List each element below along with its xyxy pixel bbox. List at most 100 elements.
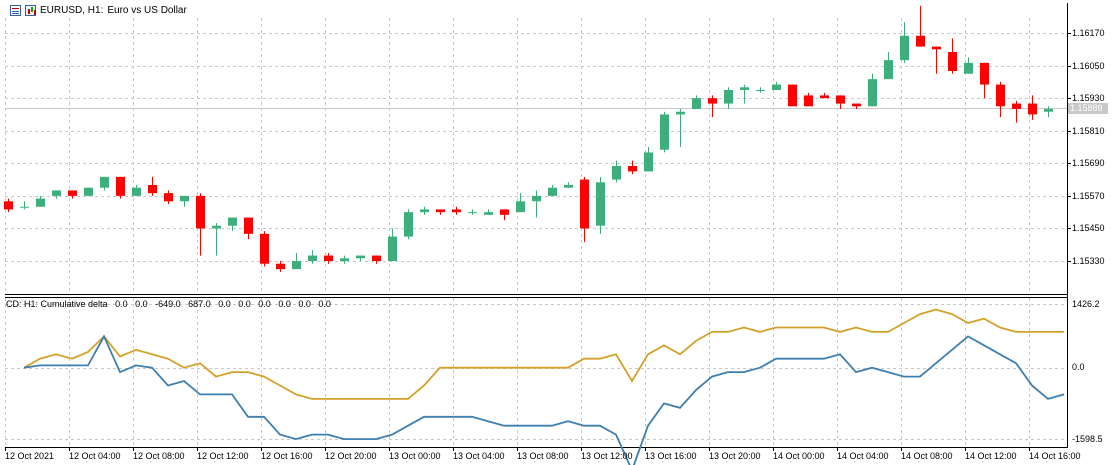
candle bbox=[740, 84, 749, 104]
candle-body bbox=[852, 103, 861, 107]
candle-body bbox=[724, 90, 733, 104]
candle-body bbox=[420, 209, 429, 213]
candle bbox=[292, 252, 301, 270]
candle-body bbox=[196, 195, 205, 229]
candle bbox=[36, 195, 45, 207]
candle bbox=[260, 231, 269, 267]
indicator-label: CD: H1: Cumulative delta bbox=[6, 299, 108, 309]
candle bbox=[548, 185, 557, 196]
candle bbox=[340, 255, 349, 264]
candle-body bbox=[388, 236, 397, 261]
candle-body bbox=[276, 263, 285, 270]
candle-body bbox=[868, 79, 877, 107]
candle-body bbox=[116, 176, 125, 196]
indicator-value: 0.0 bbox=[238, 299, 251, 309]
candle-body bbox=[612, 166, 621, 180]
time-tick-label: 12 Oct 16:00 bbox=[261, 451, 313, 461]
candle bbox=[932, 46, 941, 74]
candle-body bbox=[452, 209, 461, 213]
candle bbox=[948, 38, 957, 74]
candle-body bbox=[708, 98, 717, 104]
indicator-tick-label: 1426.2 bbox=[1072, 299, 1100, 309]
candle-body bbox=[580, 179, 589, 229]
candle bbox=[804, 92, 813, 107]
candle-body bbox=[692, 98, 701, 109]
candle bbox=[596, 176, 605, 234]
candle bbox=[868, 73, 877, 107]
candle bbox=[788, 84, 797, 107]
candle-body bbox=[772, 84, 781, 90]
candle-body bbox=[340, 258, 349, 261]
indicator-value: -649.0 bbox=[155, 299, 181, 309]
candle bbox=[388, 228, 397, 261]
candle-body bbox=[948, 52, 957, 71]
time-tick-label: 13 Oct 12:00 bbox=[581, 451, 633, 461]
indicator-value: 0.0 bbox=[278, 299, 291, 309]
chart-icon[interactable] bbox=[25, 4, 36, 16]
candle-body bbox=[308, 255, 317, 261]
time-tick-label: 12 Oct 2021 bbox=[5, 451, 55, 461]
candle-body bbox=[148, 185, 157, 194]
candle-body bbox=[1012, 103, 1021, 109]
candle bbox=[644, 147, 653, 172]
candle bbox=[564, 182, 573, 188]
candle-body bbox=[564, 185, 573, 188]
candle bbox=[772, 81, 781, 90]
candle-body bbox=[484, 212, 493, 215]
price-tick-label: 1.15450 bbox=[1072, 223, 1105, 233]
candle bbox=[436, 209, 445, 215]
indicator-value: 0.0 bbox=[115, 299, 128, 309]
candle bbox=[500, 209, 509, 221]
candle-body bbox=[1028, 103, 1037, 115]
candle-body bbox=[756, 90, 765, 91]
candle-body bbox=[516, 201, 525, 213]
candle bbox=[468, 209, 477, 215]
time-tick-label: 14 Oct 12:00 bbox=[965, 451, 1017, 461]
candle-body bbox=[980, 62, 989, 85]
candle-body bbox=[500, 209, 509, 215]
indicator-value: 0.0 bbox=[218, 299, 231, 309]
candle bbox=[180, 195, 189, 207]
price-tick-label: 1.15330 bbox=[1072, 256, 1105, 266]
candlestick-series bbox=[4, 5, 1053, 272]
candle-body bbox=[468, 212, 477, 214]
candle-body bbox=[292, 261, 301, 270]
chart-description: Euro vs US Dollar bbox=[107, 4, 187, 16]
candle bbox=[1012, 100, 1021, 123]
axis-ticks bbox=[5, 33, 1071, 451]
candle-body bbox=[596, 182, 605, 226]
time-tick-label: 14 Oct 08:00 bbox=[901, 451, 953, 461]
candle-body bbox=[436, 209, 445, 213]
candle-body bbox=[100, 176, 109, 188]
price-tick-label: 1.15690 bbox=[1072, 158, 1105, 168]
candle bbox=[420, 206, 429, 215]
candle bbox=[116, 176, 125, 199]
time-tick-label: 13 Oct 00:00 bbox=[389, 451, 441, 461]
candle bbox=[1044, 106, 1053, 118]
indicator-value: 0.0 bbox=[298, 299, 311, 309]
candle bbox=[676, 109, 685, 147]
candle-body bbox=[164, 193, 173, 202]
candle-body bbox=[548, 187, 557, 196]
cumulative-delta-lines bbox=[23, 308, 1065, 465]
candle bbox=[228, 217, 237, 232]
candle bbox=[836, 95, 845, 109]
candle bbox=[372, 255, 381, 264]
candle-body bbox=[404, 212, 413, 237]
price-tick-label: 1.16170 bbox=[1072, 28, 1105, 38]
candle-body bbox=[644, 152, 653, 172]
candle-body bbox=[900, 35, 909, 61]
indicator-value: 0.0 bbox=[318, 299, 331, 309]
time-tick-label: 12 Oct 12:00 bbox=[197, 451, 249, 461]
candle-body bbox=[324, 255, 333, 261]
time-tick-label: 14 Oct 00:00 bbox=[773, 451, 825, 461]
candle-body bbox=[212, 225, 221, 229]
candle bbox=[52, 190, 61, 199]
candle-body bbox=[68, 190, 77, 196]
candle bbox=[404, 209, 413, 240]
candle bbox=[196, 193, 205, 256]
list-icon[interactable] bbox=[10, 4, 21, 16]
candle bbox=[484, 209, 493, 215]
candle-body bbox=[660, 114, 669, 150]
